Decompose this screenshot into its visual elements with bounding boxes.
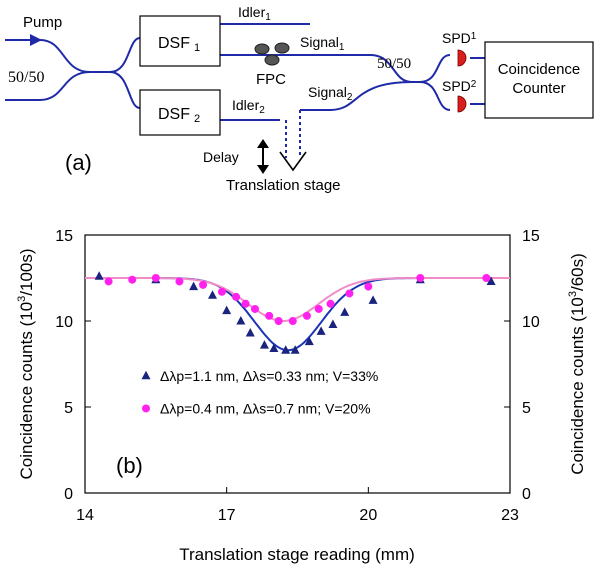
series-2-point [175, 277, 184, 286]
fpc-paddles-icon [254, 42, 290, 66]
x-tick-label: 23 [501, 507, 519, 524]
legend-marker-2 [142, 404, 150, 413]
spd2-detector-icon [457, 95, 467, 113]
series-1-point [290, 345, 300, 354]
y-tick-label-left: 15 [55, 228, 73, 245]
series-2-point [128, 275, 137, 284]
series-1-point [222, 305, 232, 315]
y-axis-right: 0 5 10 15 [504, 228, 540, 503]
x-axis: 14 17 20 23 [76, 487, 519, 524]
fiber-lines [5, 23, 485, 158]
dsf2-box [139, 89, 221, 136]
data-points [94, 271, 496, 354]
y-axis-left: 0 5 10 15 [55, 228, 91, 503]
spd1-label: SPD1 [442, 30, 477, 46]
x-tick-label: 20 [359, 507, 377, 524]
series-2-point [314, 304, 323, 313]
series-1-point [245, 328, 255, 337]
series-1-point [259, 340, 269, 349]
series-2-point [241, 299, 250, 308]
y-axis-left-title: Coincidence counts (103/100s) [16, 248, 36, 479]
series-2-point [232, 292, 241, 301]
panel-a-label: (a) [65, 150, 92, 175]
delay-double-arrow-icon [257, 139, 269, 174]
fit-curve-2 [85, 277, 510, 322]
y-tick-label-left: 5 [64, 400, 73, 417]
series-1-point [340, 307, 350, 316]
y-tick-label-right: 15 [522, 228, 540, 245]
series-2-point [151, 274, 160, 282]
legend-marker-1 [141, 370, 151, 380]
fit-curves [85, 277, 510, 352]
y-tick-label-right: 0 [522, 486, 531, 503]
y-tick-label-left: 10 [55, 314, 73, 331]
series-2-point [288, 317, 297, 325]
series-2-point [274, 317, 283, 325]
idler1-label: Idler1 [238, 4, 271, 23]
series-2-point [326, 299, 335, 308]
series-1-point [281, 345, 291, 354]
pump-arrow-icon [30, 34, 42, 46]
legend: Δλp=1.1 nm, Δλs=0.33 nm; V=33% Δλp=0.4 nm… [141, 368, 378, 416]
y-axis-right-title: Coincidence counts (103/60s) [567, 253, 587, 475]
plot-frame [84, 234, 511, 494]
series-1-point [189, 281, 199, 291]
series-2-point [482, 274, 491, 282]
y-tick-label-right: 10 [522, 314, 540, 331]
legend-text-1: Δλp=1.1 nm, Δλs=0.33 nm; V=33% [160, 368, 378, 384]
coincidence-chart: 14 17 20 23 0 5 10 15 0 5 10 15 Δλp=1.1 nm, Δλs=0… [16, 228, 587, 564]
series-1-point [304, 336, 314, 346]
series-2-point [302, 311, 311, 320]
series-1-point [368, 295, 378, 304]
idler2-label: Idler2 [232, 97, 265, 116]
dsf1-label: DSF 1 [158, 35, 200, 54]
x-tick-label: 14 [76, 507, 94, 524]
signal2-label: Signal2 [308, 84, 353, 103]
coupler-out-label: 50/50 [377, 56, 411, 72]
delay-label: Delay [203, 149, 239, 165]
coincidence-counter-box [484, 41, 594, 119]
retroreflector-icon [279, 151, 307, 172]
setup-diagram: Pump 50/50 DSF 1 DSF 2 Idler1 Signal1 FPC … [5, 4, 594, 194]
fpc-label: FPC [256, 71, 286, 88]
spd1-detector-icon [457, 49, 467, 67]
series-1-point [328, 319, 338, 328]
series-1-point [94, 271, 104, 280]
series-1-point [208, 290, 217, 299]
dsf1-box [139, 15, 221, 67]
series-2-point [265, 311, 274, 320]
series-1-point [236, 316, 246, 325]
coupler-in-label: 50/50 [8, 69, 44, 86]
legend-text-2: Δλp=0.4 nm, Δλs=0.7 nm; V=20% [160, 400, 371, 416]
series-2-point [345, 289, 354, 298]
y-tick-label-right: 5 [522, 400, 531, 417]
spd2-label: SPD2 [442, 78, 477, 94]
y-tick-label-left: 0 [64, 486, 73, 503]
series-2-point [364, 282, 373, 291]
series-1-point [316, 326, 326, 335]
x-axis-title: Translation stage reading (mm) [179, 545, 415, 564]
counter-label-line1: Coincidence [498, 61, 581, 78]
stage-label: Translation stage [226, 177, 341, 194]
x-tick-label: 17 [218, 507, 236, 524]
series-2-point [251, 304, 259, 313]
pump-label: Pump [23, 14, 62, 31]
dsf2-label: DSF 2 [158, 106, 200, 125]
series-2-point [104, 277, 113, 286]
counter-label-line2: Counter [512, 80, 565, 97]
series-1-point [486, 276, 496, 285]
series-2-point [217, 287, 226, 296]
signal1-label: Signal1 [300, 34, 345, 53]
panel-b-label: (b) [116, 453, 143, 478]
fit-curve-1 [85, 277, 510, 352]
series-2-point [199, 280, 208, 289]
series-2-point [416, 274, 425, 282]
series-1-point [269, 343, 279, 353]
